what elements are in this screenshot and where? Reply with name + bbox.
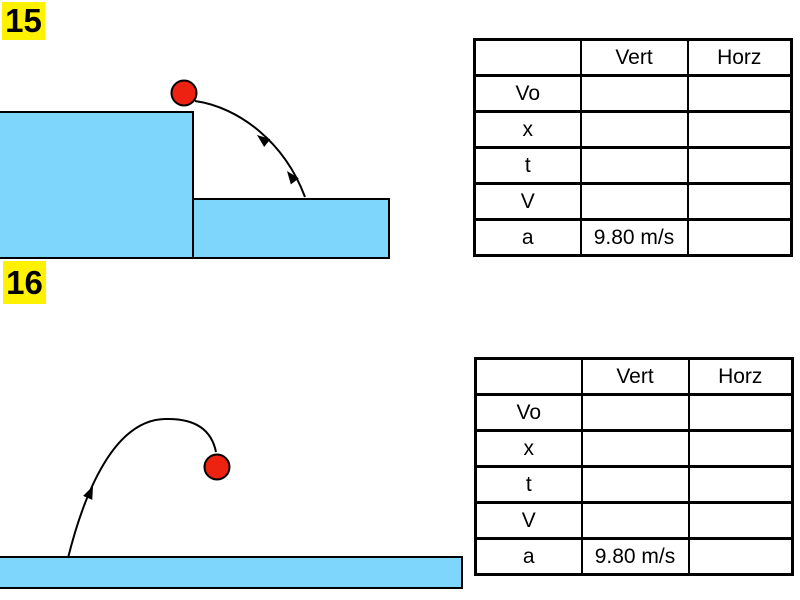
problem-16-number-badge: 16 [3, 261, 46, 304]
vert-column-header: Vert [579, 38, 689, 77]
upper-platform-shape [0, 111, 194, 259]
row-label-a: a [473, 218, 582, 257]
cell-x-horz [687, 429, 794, 468]
projectile-ball-15 [170, 79, 198, 107]
horz-column-header: Horz [686, 38, 793, 77]
table-row: V [474, 501, 794, 540]
cell-vo-vert [580, 393, 690, 432]
row-label-a: a [474, 537, 583, 576]
cell-t-vert [579, 146, 689, 185]
lower-platform-shape [192, 198, 390, 259]
table-row: a 9.80 m/s [473, 218, 793, 257]
row-label-t: t [474, 465, 583, 504]
cell-a-vert-gravity-value: 9.80 m/s [580, 537, 690, 576]
table-header-row: Vert Horz [474, 357, 794, 396]
corner-cell [473, 38, 582, 77]
cell-v-vert [580, 501, 690, 540]
cell-vo-vert [579, 74, 689, 113]
trajectory-curve-15 [194, 100, 306, 198]
table-row: x [473, 110, 793, 149]
trajectory-arrowhead-icon [287, 171, 299, 185]
table-row: a 9.80 m/s [474, 537, 794, 576]
table-row: t [473, 146, 793, 185]
table-row: V [473, 182, 793, 221]
cell-a-vert-gravity-value: 9.80 m/s [579, 218, 689, 257]
table-row: Vo [473, 74, 793, 113]
cell-vo-horz [687, 393, 794, 432]
table-row: Vo [474, 393, 794, 432]
horz-column-header: Horz [687, 357, 794, 396]
problem-16-table: Vert Horz Vo x t V [474, 357, 794, 576]
cell-v-horz [686, 182, 793, 221]
cell-v-vert [579, 182, 689, 221]
cell-t-horz [687, 465, 794, 504]
cell-vo-horz [686, 74, 793, 113]
problem-15-table: Vert Horz Vo x t V [473, 38, 793, 257]
row-label-vo: Vo [473, 74, 582, 113]
cell-t-horz [686, 146, 793, 185]
trajectory-curve-16 [67, 417, 217, 559]
table-header-row: Vert Horz [473, 38, 793, 77]
row-label-vo: Vo [474, 393, 583, 432]
table-row: x [474, 429, 794, 468]
cell-x-vert [580, 429, 690, 468]
row-label-v: V [473, 182, 582, 221]
row-label-t: t [473, 146, 582, 185]
row-label-v: V [474, 501, 583, 540]
cell-x-vert [579, 110, 689, 149]
problem-16-diagram [0, 417, 463, 589]
cell-t-vert [580, 465, 690, 504]
table-row: t [474, 465, 794, 504]
cell-a-horz [686, 218, 793, 257]
cell-x-horz [686, 110, 793, 149]
vert-column-header: Vert [580, 357, 690, 396]
corner-cell [474, 357, 583, 396]
trajectory-arrowhead-icon [83, 486, 93, 500]
cell-v-horz [687, 501, 794, 540]
projectile-ball-16 [203, 453, 231, 481]
trajectory-arrowhead-icon [257, 135, 271, 147]
cell-a-horz [687, 537, 794, 576]
problem-15-diagram [0, 79, 390, 259]
row-label-x: x [473, 110, 582, 149]
problem-15-number-badge: 15 [2, 2, 45, 40]
row-label-x: x [474, 429, 583, 468]
ground-platform-shape [0, 556, 463, 589]
